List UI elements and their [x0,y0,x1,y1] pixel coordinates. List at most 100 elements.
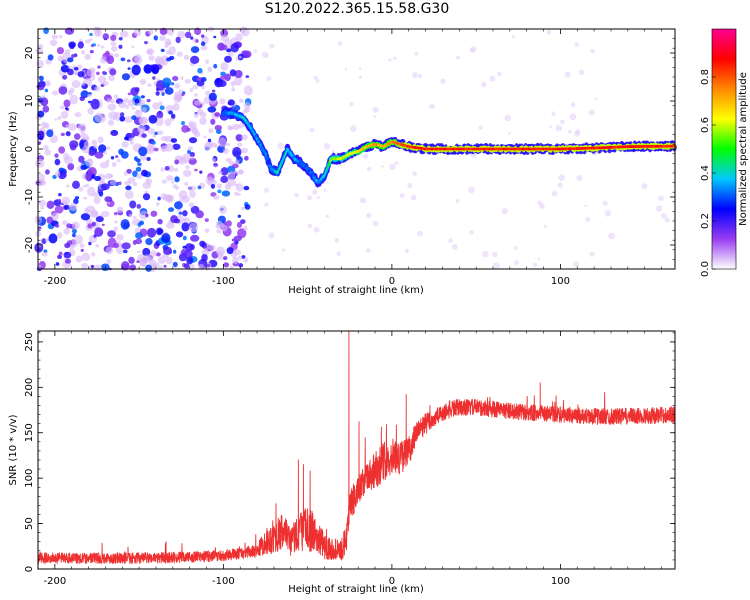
noise-speckle [80,213,91,221]
noise-speckle [569,113,577,121]
noise-speckle [89,32,93,37]
noise-speckle [37,264,42,269]
noise-speckle [131,45,135,49]
noise-speckle [184,78,191,84]
noise-speckle [80,133,89,141]
noise-speckle [113,226,118,232]
noise-speckle [213,63,218,69]
noise-speckle [129,141,134,145]
noise-speckle [213,162,218,167]
noise-speckle [108,75,115,82]
noise-speckle [190,156,194,160]
noise-speckle [157,218,163,225]
noise-speckle [155,227,163,236]
spectrogram-y-tick-label: -20 [24,237,35,253]
noise-speckle [216,229,222,234]
noise-speckle [225,157,232,163]
noise-speckle [133,28,142,37]
noise-speckle [508,132,511,135]
noise-speckle [78,155,85,163]
colorbar-tick-label: 0.2 [700,213,711,229]
noise-speckle [140,95,145,99]
noise-speckle [132,181,138,187]
noise-speckle [141,133,147,138]
noise-speckle [79,243,85,248]
noise-speckle [102,70,106,75]
noise-speckle [162,148,167,152]
noise-speckle [184,181,189,186]
noise-speckle [165,104,174,112]
ridge-core [324,171,327,175]
noise-speckle [108,111,118,120]
noise-speckle [221,224,228,232]
spectrogram-y-tick-label: 20 [24,47,35,60]
noise-speckle [189,243,195,251]
noise-speckle [170,180,175,184]
noise-speckle [116,159,121,163]
ridge-core [323,174,326,177]
noise-speckle [51,34,59,40]
noise-speckle [212,194,220,200]
spectrogram-ridge-layer [220,106,677,188]
noise-speckle [43,144,49,151]
noise-speckle [236,221,243,228]
noise-speckle [226,165,236,174]
noise-speckle [164,87,174,95]
noise-speckle [129,200,137,209]
ridge-core [268,164,271,168]
noise-speckle [116,234,124,241]
noise-speckle [89,49,94,54]
noise-speckle [105,246,114,255]
noise-speckle [146,49,153,55]
noise-speckle [208,128,214,134]
noise-speckle [207,178,217,187]
noise-speckle [65,107,69,110]
noise-speckle [40,205,45,210]
noise-speckle [389,163,396,171]
noise-speckle [37,141,42,144]
noise-speckle [137,162,142,167]
noise-speckle [166,195,174,204]
noise-speckle [212,89,216,93]
noise-speckle [558,174,565,181]
noise-speckle [548,125,552,129]
noise-speckle [128,213,133,218]
noise-speckle [139,258,147,267]
noise-speckle [470,46,477,53]
noise-speckle [118,181,122,186]
noise-speckle [148,114,158,124]
noise-speckle [195,210,204,219]
noise-speckle [214,112,221,117]
noise-speckle [608,232,616,240]
noise-speckle [54,205,64,214]
noise-speckle [97,136,104,144]
noise-speckle [602,200,608,206]
snr-y-ticks: 0 50 100 150 200 250 [24,332,675,572]
noise-speckle [81,252,91,262]
noise-speckle [123,97,129,103]
ridge-core [324,169,328,173]
noise-speckle [205,59,210,64]
noise-speckle [111,161,117,167]
noise-speckle [192,84,199,90]
noise-speckle [207,66,213,73]
noise-speckle [98,229,103,234]
noise-speckle [69,94,79,105]
noise-speckle [238,263,244,268]
noise-speckle [240,206,246,211]
snr-frame [37,330,676,570]
noise-speckle [66,57,74,63]
noise-speckle [109,179,117,186]
noise-speckle [157,265,163,270]
noise-speckle [183,54,190,61]
noise-speckle [63,204,70,210]
ridge-core [264,152,267,156]
noise-speckle [590,48,595,54]
noise-speckle [359,197,367,204]
noise-speckle [106,259,112,264]
noise-speckle [224,55,232,63]
noise-speckle [241,134,248,141]
noise-speckle [74,234,84,245]
colorbar-ticks: 0.0 0.2 0.4 0.6 0.8 [700,69,716,277]
noise-speckle [56,46,65,55]
